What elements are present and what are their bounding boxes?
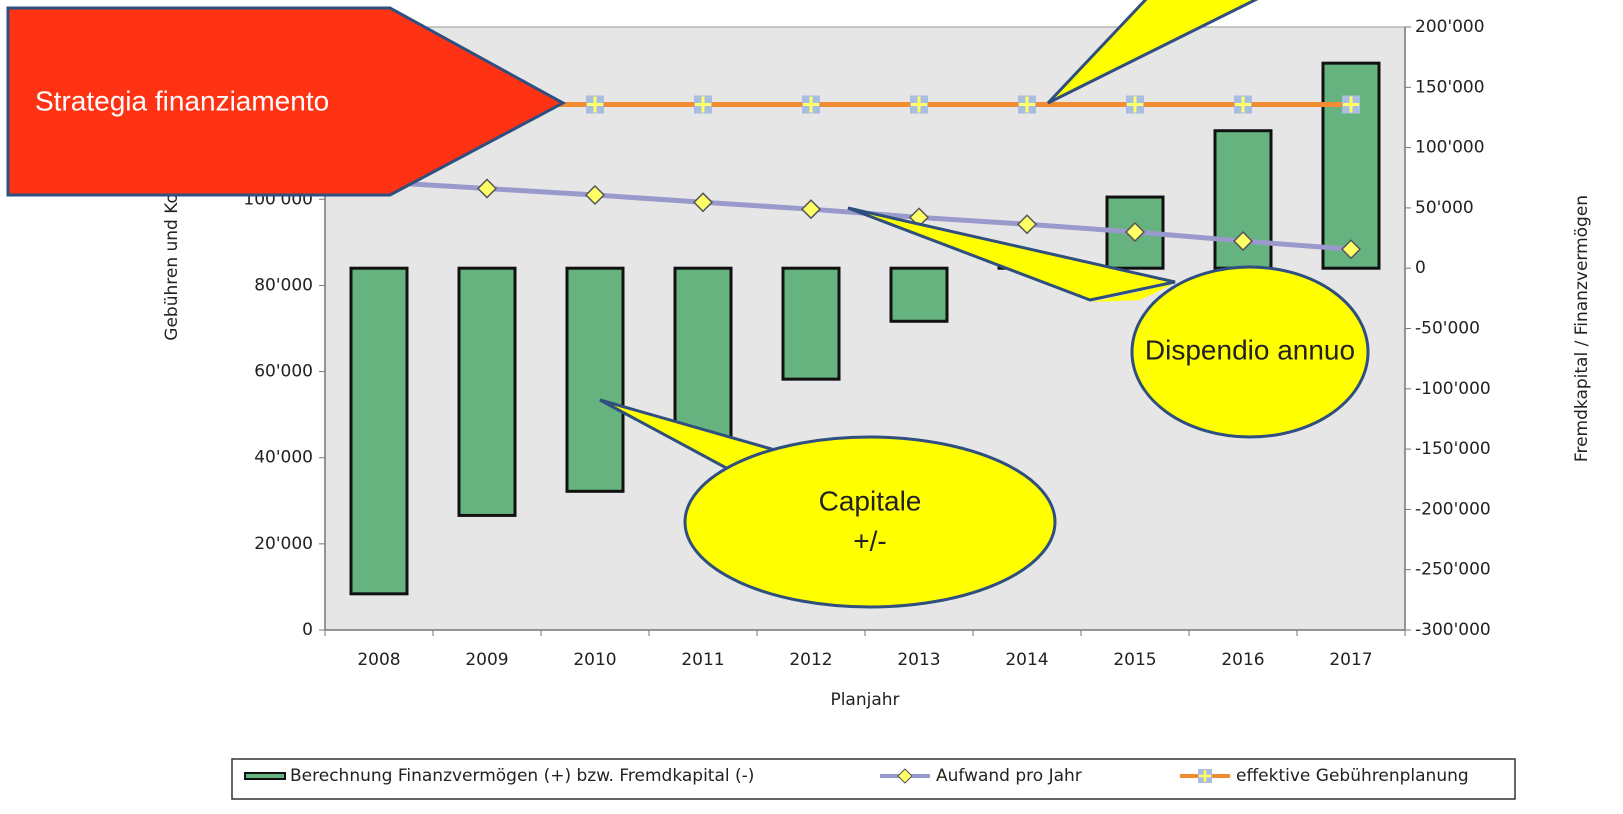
x-tick-label: 2009 (465, 650, 508, 670)
bar (1321, 61, 1381, 270)
marker (586, 95, 604, 114)
callouts: Dispendio annuo Capitale +/- Strategia f… (6, 0, 1370, 609)
y2-tick-label: 50'000 (1415, 198, 1474, 218)
marker-cross (1235, 96, 1251, 113)
callout-bubble (1130, 265, 1370, 439)
bar (349, 266, 409, 596)
x-tick-label: 2010 (573, 650, 616, 670)
x-tick-label: 2013 (897, 650, 940, 670)
legend-label: Berechnung Finanzvermögen (+) bzw. Fremd… (290, 766, 754, 786)
callout-joint (733, 463, 807, 480)
y-tick-label: 0 (302, 620, 313, 640)
marker-cross (1127, 96, 1143, 113)
marker (1018, 95, 1036, 114)
y2-tick-label: -100'000 (1415, 379, 1491, 399)
y2-tick-label: -50'000 (1415, 319, 1480, 339)
bar (781, 266, 841, 381)
y-tick-label: 60'000 (254, 362, 313, 382)
x-tick-label: 2016 (1221, 650, 1264, 670)
bar (889, 266, 949, 323)
marker (800, 199, 822, 220)
marker-cross (695, 96, 711, 113)
y2-tick-label: 0 (1415, 258, 1426, 278)
callout-label: Strategia finanziamento (35, 85, 329, 116)
marker (1124, 221, 1146, 243)
y2-tick-label: -300'000 (1415, 620, 1491, 640)
x-tick-label: 2014 (1005, 650, 1048, 670)
x-tick-label: 2017 (1329, 650, 1372, 670)
legend-box (231, 758, 1516, 800)
legend: Berechnung Finanzvermögen (+) bzw. Fremd… (231, 758, 1516, 800)
marker (1342, 95, 1360, 114)
bar (457, 266, 517, 517)
marker (1234, 95, 1252, 114)
legend-swatch (244, 772, 286, 780)
marker (1340, 239, 1362, 260)
y-tick-label: 80'000 (254, 275, 313, 295)
y2-tick-label: -250'000 (1415, 560, 1491, 580)
marker (1016, 214, 1038, 235)
legend-marker-cross (1199, 770, 1211, 782)
marker (1126, 95, 1144, 114)
legend-label: effektive Gebührenplanung (1236, 766, 1469, 786)
bar (673, 266, 733, 439)
callout-top (1046, 0, 1259, 105)
legend-label: Aufwand pro Jahr (936, 766, 1082, 786)
marker-cross (587, 96, 603, 113)
y-axis-label: Gebühren und Kosten (162, 156, 182, 340)
y-tick-label: 40'000 (254, 448, 313, 468)
marker-cross (803, 96, 819, 113)
legend-marker (897, 768, 913, 784)
marker (910, 95, 928, 114)
marker (802, 95, 820, 114)
x-tick-label: 2011 (681, 650, 724, 670)
callout-arrow (6, 6, 567, 197)
y2-axis-label: Fremdkapital / Finanzvermögen (1572, 195, 1592, 462)
marker-cross (911, 96, 927, 113)
callout-joint (1092, 284, 1173, 302)
x-tick-label: 2008 (357, 650, 400, 670)
x-tick-label: 2012 (789, 650, 832, 670)
marker (694, 95, 712, 114)
callout-label: Dispendio annuo (1145, 334, 1355, 365)
bar (565, 266, 625, 493)
callout-label: +/- (853, 525, 886, 556)
marker-cross (1019, 96, 1035, 113)
callout-bubble (683, 435, 1057, 609)
y2-tick-label: 150'000 (1415, 77, 1485, 97)
x-axis-label: Planjahr (830, 690, 899, 710)
y2-tick-label: -200'000 (1415, 499, 1491, 519)
marker (584, 184, 606, 206)
y2-tick-label: 100'000 (1415, 138, 1485, 158)
marker (476, 178, 498, 199)
marker-cross (1343, 96, 1359, 113)
x-tick-label: 2015 (1113, 650, 1156, 670)
y2-tick-label: -150'000 (1415, 439, 1491, 459)
marker (1232, 231, 1254, 252)
callout-label: Capitale (819, 485, 922, 516)
marker (692, 192, 714, 213)
callout-tail (847, 206, 1176, 302)
y-tick-label: 20'000 (254, 534, 313, 554)
y2-tick-label: 200'000 (1415, 17, 1485, 37)
